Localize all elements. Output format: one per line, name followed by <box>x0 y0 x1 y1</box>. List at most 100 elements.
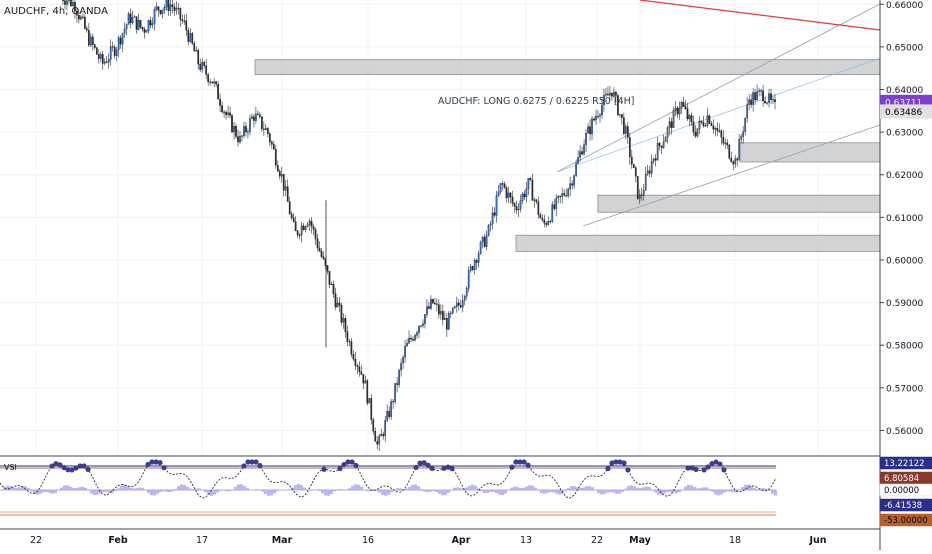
indicator-histogram-bar <box>255 489 258 490</box>
candle-body <box>756 92 757 101</box>
candle-body <box>671 122 672 128</box>
indicator-histogram-bar <box>582 488 585 490</box>
indicator-histogram-bar <box>447 490 450 493</box>
candle-body <box>84 17 85 28</box>
indicator-histogram-bar <box>171 490 174 491</box>
indicator-histogram-bar <box>438 490 441 494</box>
candle-body <box>432 299 433 303</box>
indicator-histogram-bar <box>117 488 120 490</box>
indicator-histogram-bar <box>198 488 201 490</box>
indicator-histogram-bar <box>654 490 657 493</box>
indicator-histogram-bar <box>645 486 648 490</box>
indicator-histogram-bar <box>147 490 150 493</box>
candle-body <box>315 229 316 238</box>
indicator-histogram-bar <box>495 490 498 493</box>
candle-body <box>357 365 358 366</box>
candle-body <box>219 99 220 105</box>
indicator-histogram-bar <box>723 490 726 493</box>
indicator-histogram-bar <box>333 490 336 491</box>
indicator-histogram-bar <box>336 489 339 490</box>
candle-body <box>518 209 519 210</box>
candle-body <box>707 116 708 126</box>
trade-annotation[interactable]: AUDCHF: LONG 0.6275 / 0.6225 R50 [4H] <box>438 96 634 107</box>
candle-body <box>436 304 437 305</box>
candle-body <box>480 242 481 253</box>
candle-body <box>599 115 600 116</box>
candle-body <box>80 17 81 19</box>
candle-body <box>579 152 580 158</box>
candle-body <box>468 271 469 289</box>
indicator-histogram-bar <box>351 486 354 490</box>
candle-body <box>587 127 588 133</box>
candle-body <box>120 38 121 45</box>
candle-body <box>418 326 419 332</box>
candle-body <box>106 62 107 63</box>
candle-body <box>556 198 557 209</box>
candle-body <box>289 202 290 215</box>
candle-body <box>655 159 656 161</box>
candle-body <box>466 288 467 296</box>
candle-body <box>615 92 616 95</box>
indicator-histogram-bar <box>606 490 609 493</box>
candle-body <box>723 137 724 143</box>
indicator-histogram-bar <box>699 488 702 490</box>
indicator-histogram-bar <box>444 490 447 495</box>
indicator-histogram-bar <box>657 490 660 495</box>
candle-body <box>669 122 670 128</box>
candle-body <box>569 184 570 190</box>
candle-body <box>225 112 226 115</box>
candle-body <box>534 200 535 201</box>
candle-body <box>693 122 694 132</box>
candle-body <box>478 254 479 263</box>
indicator-histogram-bar <box>441 490 444 495</box>
candle-body <box>353 354 354 359</box>
candle-body <box>196 50 197 51</box>
candle-body <box>744 118 745 132</box>
indicator-histogram-bar <box>114 490 117 491</box>
indicator-dot <box>257 463 262 468</box>
candle-body <box>122 34 123 45</box>
candle-body <box>361 372 362 375</box>
candle-body <box>331 284 332 285</box>
indicator-histogram-bar <box>510 488 513 490</box>
indicator-histogram-bar <box>429 490 432 492</box>
candle-body <box>205 66 206 75</box>
candle-body <box>474 260 475 269</box>
candle-body <box>639 195 640 199</box>
indicator-histogram-bar <box>84 488 87 490</box>
indicator-histogram-bar <box>399 488 402 490</box>
indicator-histogram-bar <box>627 486 630 490</box>
candle-body <box>492 213 493 224</box>
indicator-histogram-bar <box>6 486 9 490</box>
candle-body <box>118 38 119 50</box>
indicator-histogram-bar <box>435 490 438 492</box>
indicator-histogram-bar <box>456 487 459 490</box>
candle-body <box>538 202 539 215</box>
candle-body <box>575 163 576 175</box>
candle-body <box>552 205 553 222</box>
candle-body <box>770 94 771 100</box>
time-label: Mar <box>272 535 293 546</box>
indicator-dot <box>625 467 630 472</box>
indicator-histogram-bar <box>27 488 30 490</box>
candle-body <box>446 318 447 329</box>
candle-body <box>737 159 738 161</box>
candle-body <box>390 401 391 416</box>
candle-body <box>733 162 734 164</box>
candle-body <box>192 33 193 43</box>
indicator-histogram-bar <box>741 487 744 490</box>
indicator-histogram-bar <box>159 490 162 492</box>
candle-body <box>663 142 664 148</box>
candle-body <box>625 126 626 133</box>
indicator-dot <box>425 463 430 468</box>
candle-body <box>180 8 181 19</box>
indicator-histogram-bar <box>390 490 393 492</box>
indicator-axis-label: 13.22122 <box>884 459 925 469</box>
candle-body <box>631 157 632 164</box>
indicator-histogram-bar <box>534 488 537 490</box>
candle-body <box>406 343 407 346</box>
